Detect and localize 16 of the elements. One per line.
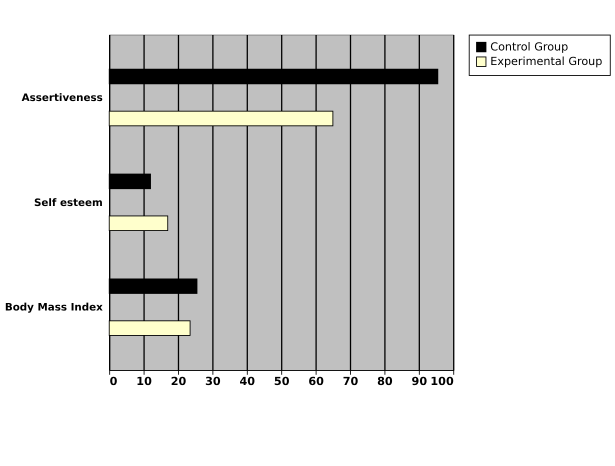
x-tick-label: 60	[308, 375, 324, 388]
x-tick-label: 40	[240, 375, 256, 388]
y-tick-label: Self esteem	[34, 196, 103, 209]
x-tick-label: 80	[377, 375, 393, 388]
y-tick-label: Body Mass Index	[4, 302, 104, 314]
x-tick-label: 50	[274, 375, 290, 388]
x-tick-label: 20	[170, 375, 186, 388]
x-tick-label: 0	[110, 375, 118, 388]
legend-label: Experimental Group	[490, 55, 602, 68]
x-tick-label: 90	[412, 375, 428, 388]
legend-label: Control Group	[490, 40, 568, 54]
x-tick-label: 30	[205, 375, 221, 388]
x-tick-label: 10	[136, 375, 152, 388]
x-tick-label: 70	[342, 375, 359, 388]
y-tick-label: Assertiveness	[22, 92, 103, 104]
x-tick-label: 100	[430, 375, 454, 388]
